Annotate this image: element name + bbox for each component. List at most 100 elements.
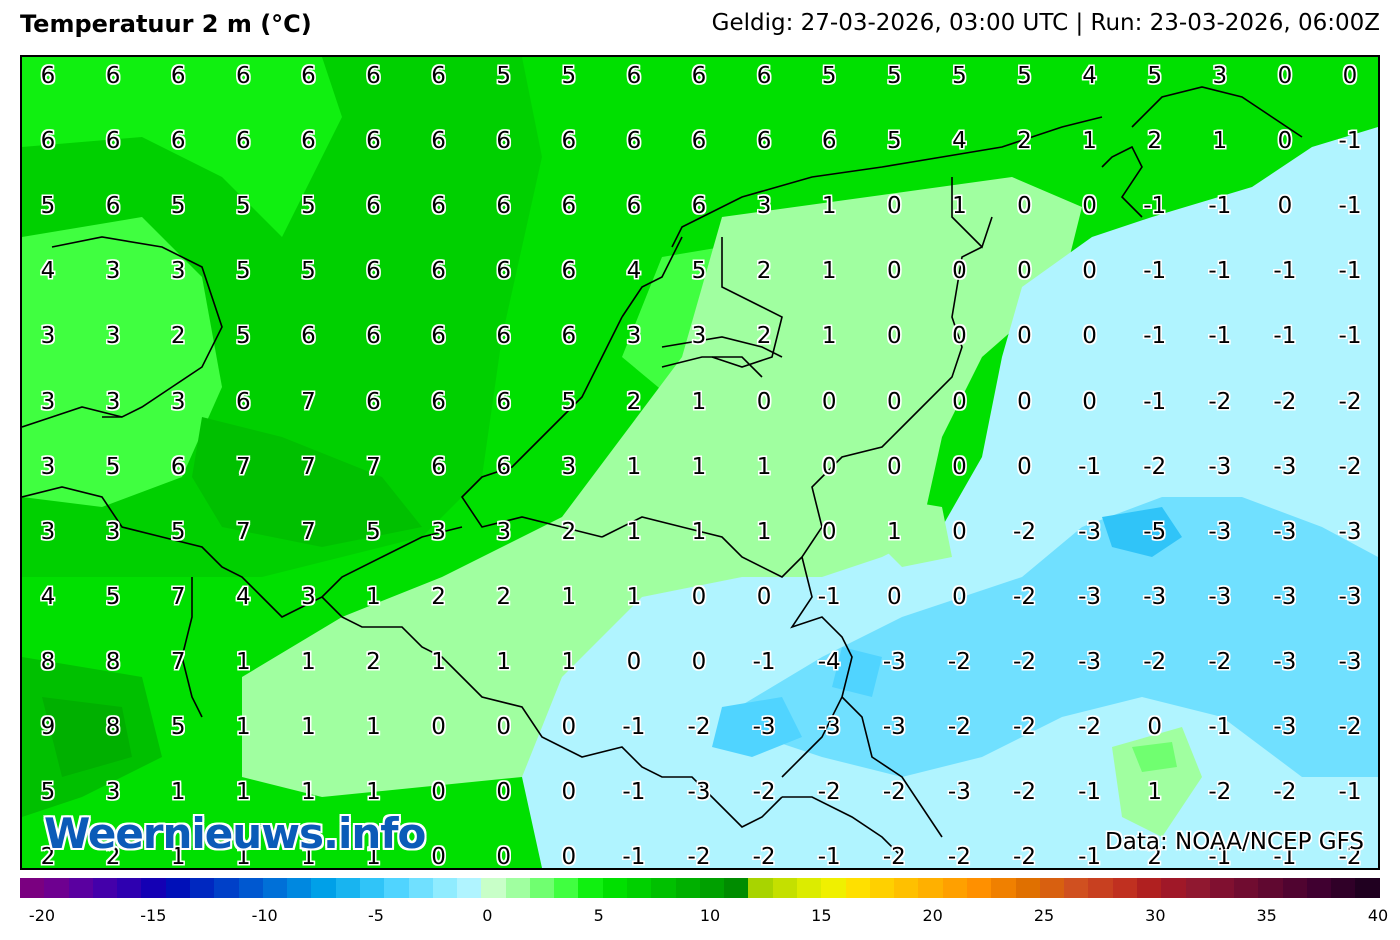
temperature-value: 0 [1017,193,1032,220]
temperature-value: 0 [1017,453,1032,480]
colorbar-swatch [1064,878,1089,898]
temperature-value: 0 [431,779,446,806]
temperature-value: -2 [1208,648,1232,675]
colorbar-swatch [845,878,870,898]
colorbar-swatch [1355,878,1380,898]
temperature-value: 3 [105,518,121,545]
colorbar-swatch [1015,878,1040,898]
temperature-value: 6 [821,128,837,155]
temperature-value: 1 [235,714,251,740]
temperature-value: 2 [105,844,121,870]
temperature-value: 8 [40,648,56,675]
temperature-value: 6 [105,63,121,89]
temperature-value: 6 [431,63,446,89]
temperature-value: 1 [366,583,381,610]
temperature-value: 0 [952,453,967,480]
temperature-value: 3 [105,779,121,806]
temperature-value: 2 [561,518,577,545]
temperature-value: 4 [235,583,251,610]
colorbar-swatch [699,878,725,898]
temperature-value: 1 [952,193,967,220]
colorbar-tick-label: 30 [1145,906,1166,925]
temperature-value: -3 [817,714,841,740]
temperature-value: -1 [1143,388,1167,415]
temperature-value: 7 [301,453,316,480]
temperature-value: 6 [756,128,772,155]
temperature-value: 6 [366,63,381,89]
temperature-value: 4 [40,258,56,285]
temperature-value: -3 [947,779,971,806]
temperature-value: 3 [105,388,121,415]
temperature-value: 0 [431,844,446,870]
temperature-value: 4 [1082,63,1097,89]
colorbar-tick-label: 10 [699,906,721,925]
temperature-value: 7 [301,388,316,415]
colorbar-swatch [1209,878,1235,898]
temperature-value: 7 [235,518,251,545]
colorbar-swatch [1258,878,1283,898]
temperature-value: -1 [1273,323,1297,350]
colorbar-swatch [68,878,93,898]
temperature-value: 2 [366,648,381,675]
temperature-value: 1 [756,518,772,545]
temperature-value: 6 [626,63,642,89]
temperature-value: 0 [1277,193,1293,220]
temperature-value: 3 [756,193,772,220]
colorbar-swatch [797,878,822,898]
colorbar-swatch [20,878,45,898]
temperature-value: 2 [1147,844,1163,870]
temperature-value: -1 [1273,258,1297,285]
colorbar-swatch [408,878,433,898]
temperature-value: 0 [1017,323,1032,350]
temperature-value: -1 [1208,193,1232,220]
temperature-value: -2 [687,714,711,740]
temperature-value: -3 [1338,518,1362,545]
temperature-value: 1 [821,258,837,285]
temperature-value: 0 [1147,714,1163,740]
temperature-value: -1 [1208,844,1232,870]
temperature-value: -2 [1078,714,1102,740]
temperature-value: 1 [561,583,577,610]
temperature-value: -2 [1013,714,1036,740]
temperature-value: -2 [1338,844,1362,870]
temperature-value: -1 [1273,844,1297,870]
temperature-value: -1 [622,779,646,806]
map-background [22,57,1378,868]
temperature-value: -2 [947,714,971,740]
temperature-value: 2 [40,844,56,870]
temperature-value: -1 [1078,779,1102,806]
temperature-value: 0 [1277,63,1293,89]
temperature-value: 5 [301,193,316,220]
temperature-value: 5 [1017,63,1032,89]
temperature-value: -3 [1338,648,1362,675]
temperature-value: 6 [431,128,446,155]
temperature-value: 4 [952,128,967,155]
colorbar-swatch [1161,878,1186,898]
colorbar-swatch [1306,878,1332,898]
temperature-value: 5 [105,583,121,610]
temperature-value: 1 [366,779,381,806]
colorbar-swatch [821,878,846,898]
colorbar-tick-label: -5 [368,906,384,925]
temperature-value: -2 [752,844,776,870]
temperature-value: 1 [1147,779,1163,806]
temperature-value: 3 [40,323,56,350]
temperature-value: 1 [1212,128,1228,155]
colorbar-swatch [117,878,142,898]
data-source-label: Data: NOAA/NCEP GFS [1105,829,1364,855]
temperature-value: 5 [366,518,381,545]
temperature-value: 5 [886,63,902,89]
temperature-value: 6 [496,128,512,155]
temperature-value: -1 [1078,453,1102,480]
colorbar-swatch [189,878,215,898]
temperature-value: -3 [882,648,906,675]
colorbar-swatch [748,878,773,898]
temperature-value: -3 [1273,518,1297,545]
temperature-value: 1 [301,844,316,870]
temperature-value: 0 [821,518,837,545]
temperature-value: -1 [622,714,646,740]
map-title: Temperatuur 2 m (°C) [20,10,312,38]
colorbar-swatch [578,878,603,898]
temperature-value: -1 [1338,128,1362,155]
temperature-value: 1 [756,453,772,480]
